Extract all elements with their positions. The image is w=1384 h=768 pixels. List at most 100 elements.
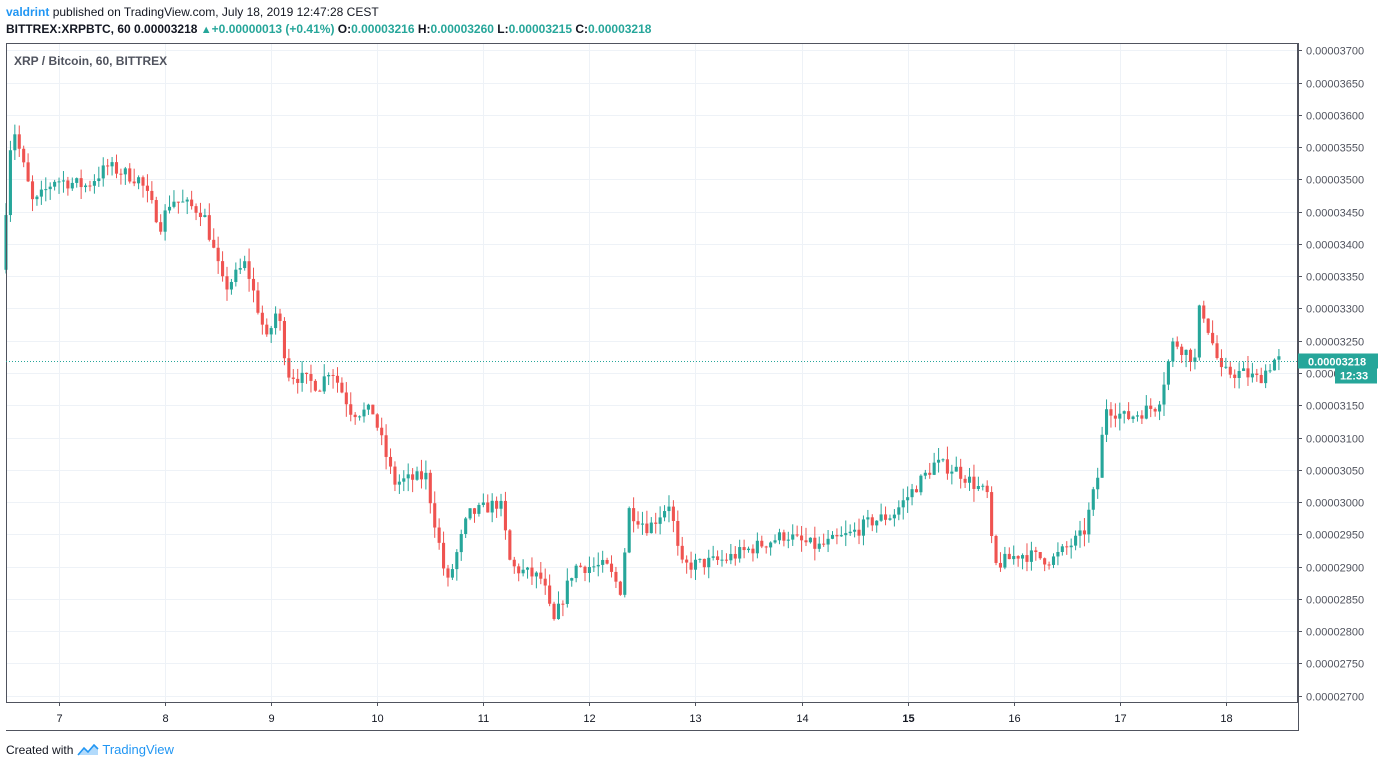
author-link[interactable]: valdrint	[6, 5, 50, 19]
candle	[972, 464, 976, 502]
candle	[309, 364, 313, 393]
candle	[1233, 369, 1237, 389]
candle	[601, 550, 605, 573]
price-tick-label: 0.00003250	[1306, 337, 1364, 349]
candle	[786, 531, 790, 549]
candle	[649, 517, 653, 534]
candle	[481, 493, 485, 508]
candle	[1100, 426, 1104, 478]
candle	[1171, 337, 1175, 368]
candle	[755, 532, 759, 559]
candle	[269, 325, 273, 343]
candle	[614, 566, 618, 589]
candle	[561, 600, 565, 617]
candle	[221, 251, 225, 282]
tradingview-brand-link[interactable]: TradingView	[102, 742, 174, 757]
candle	[738, 539, 742, 563]
candle	[1131, 415, 1135, 423]
candle	[1255, 368, 1259, 382]
candle	[830, 531, 835, 540]
candle	[508, 529, 512, 561]
candle	[106, 158, 110, 176]
candle	[22, 145, 26, 168]
candle	[424, 460, 428, 490]
last-price-box	[1298, 353, 1378, 369]
candle	[406, 463, 410, 492]
candle	[1082, 518, 1086, 547]
candle	[981, 483, 985, 491]
candle	[618, 580, 622, 596]
candle	[503, 491, 507, 540]
candle	[57, 177, 61, 194]
candle	[39, 180, 43, 205]
candle	[1104, 399, 1109, 443]
candle	[8, 140, 12, 222]
candle	[472, 507, 477, 523]
time-axis[interactable]: 7 8 9 10 11 12 13 14 15 16 17 18	[56, 702, 1233, 725]
candle	[322, 364, 326, 394]
candle	[928, 462, 932, 479]
candle	[305, 372, 309, 384]
candle	[892, 509, 896, 527]
candle	[291, 369, 295, 385]
candle	[402, 470, 406, 492]
candle	[632, 497, 636, 533]
candle	[366, 403, 370, 415]
symbol-line: BITTREX:XRPBTC, 60 0.00003218 ▲+0.000000…	[6, 22, 651, 36]
candle	[79, 169, 83, 199]
last-price-marker: 0.00003218 12:33	[6, 353, 1378, 384]
time-tick-label: 18	[1220, 713, 1232, 725]
candle	[923, 469, 927, 480]
candle	[919, 474, 923, 496]
candle	[110, 157, 114, 176]
candle	[1012, 545, 1016, 565]
plot-frame	[6, 43, 1298, 703]
candle	[583, 565, 587, 582]
price-tick-label: 0.00003350	[1306, 272, 1364, 284]
candle	[384, 424, 388, 470]
candle	[985, 480, 989, 499]
candle	[477, 502, 481, 517]
price-tick-label: 0.00003000	[1306, 498, 1364, 510]
candle	[800, 526, 804, 552]
candle	[225, 266, 229, 301]
candle	[959, 458, 963, 489]
time-tick-label: 11	[478, 713, 489, 725]
candle	[1268, 363, 1272, 374]
candle	[66, 176, 70, 196]
candle	[415, 466, 419, 481]
candle	[397, 474, 401, 494]
candle	[693, 553, 698, 580]
candle	[167, 195, 172, 214]
price-tick-label: 0.00003650	[1306, 79, 1364, 91]
candle	[1078, 520, 1082, 548]
close-label: C:	[575, 22, 589, 36]
candle	[976, 476, 980, 492]
candle	[1038, 551, 1042, 560]
price-tick-label: 0.00002950	[1306, 530, 1364, 542]
candle	[75, 177, 79, 188]
time-tick-label: 15	[902, 713, 914, 725]
candle	[1109, 402, 1113, 428]
candle	[419, 459, 424, 489]
candle	[1118, 402, 1122, 431]
candle	[760, 535, 764, 549]
candle	[265, 318, 269, 337]
candle	[296, 368, 300, 394]
candle	[1021, 553, 1025, 570]
open-label: O:	[337, 22, 352, 36]
candle	[13, 124, 17, 160]
candle	[274, 306, 278, 335]
candle	[1025, 543, 1029, 572]
candle	[1264, 364, 1268, 389]
candle	[437, 518, 441, 550]
candle	[994, 534, 998, 566]
candle	[287, 348, 291, 382]
candle	[751, 544, 755, 562]
candle	[945, 446, 949, 480]
candle	[1166, 359, 1170, 391]
candle	[534, 571, 538, 589]
candle	[464, 516, 468, 538]
candle	[1188, 348, 1193, 372]
